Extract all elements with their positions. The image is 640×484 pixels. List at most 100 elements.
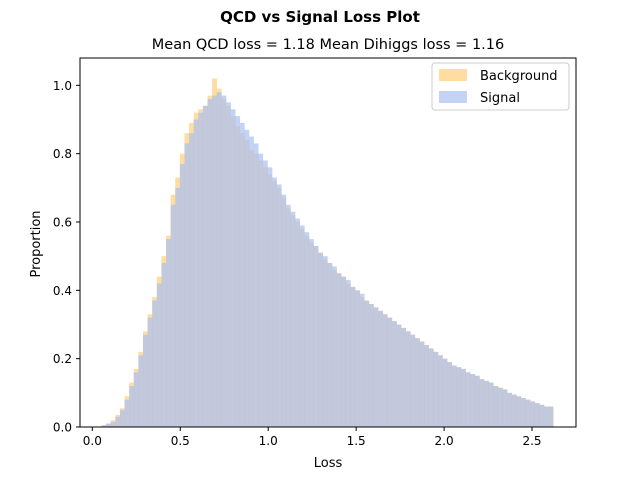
hist-bar-signal <box>129 386 135 427</box>
legend-swatch-signal <box>439 91 467 103</box>
hist-bar-signal <box>295 218 300 427</box>
hist-bar-signal <box>152 300 158 427</box>
hist-bar-signal <box>308 239 314 427</box>
hist-bar-signal <box>451 365 457 427</box>
x-tick-label: 0.0 <box>83 434 102 448</box>
hist-bar-signal <box>221 95 227 427</box>
hist-bar-signal <box>212 95 218 427</box>
hist-bar-signal <box>248 136 254 427</box>
hist-bar-signal <box>387 317 393 427</box>
hist-bar-signal <box>474 375 480 427</box>
hist-bar-signal <box>156 283 162 427</box>
x-tick-label: 2.0 <box>435 434 454 448</box>
y-tick-label: 0.6 <box>53 216 72 230</box>
hist-bar-signal <box>299 225 305 427</box>
chart-subtitle: Mean QCD loss = 1.18 Mean Dihiggs loss =… <box>152 37 504 53</box>
hist-bar-signal <box>341 276 347 427</box>
hist-bar-signal <box>460 368 466 427</box>
hist-bar-signal <box>147 317 153 427</box>
hist-bar-signal <box>447 362 453 427</box>
hist-bar-signal <box>313 245 319 427</box>
hist-bar-signal <box>106 423 112 427</box>
hist-bar-signal <box>456 367 462 427</box>
y-tick-label: 0.8 <box>53 147 72 161</box>
hist-bar-signal <box>368 304 374 427</box>
chart-title: QCD vs Signal Loss Plot <box>220 8 420 26</box>
axes: 0.0 0.5 1.0 1.5 2.0 2.5 0.0 0.2 0.4 0.6 0.8 1.0 <box>53 57 577 448</box>
hist-bar-signal <box>391 321 397 427</box>
hist-bar-signal <box>161 263 167 427</box>
hist-bar-signal <box>304 232 310 427</box>
hist-bar-signal <box>143 334 148 427</box>
hist-bar-signal <box>359 293 365 427</box>
hist-bar-signal <box>543 406 549 427</box>
hist-bar-signal <box>318 252 324 427</box>
hist-bar-signal <box>428 348 434 427</box>
hist-bar-signal <box>198 112 204 428</box>
hist-bar-signal <box>281 194 287 427</box>
x-tick-label: 1.0 <box>259 434 278 448</box>
hist-bar-signal <box>520 397 526 427</box>
hist-bar-signal <box>511 394 517 427</box>
hist-bar-signal <box>336 273 342 427</box>
hist-bar-signal <box>230 109 236 427</box>
hist-bar-signal <box>479 379 485 427</box>
hist-bar-signal <box>442 358 448 427</box>
x-tick-label: 0.5 <box>171 434 190 448</box>
signal-series-bars <box>101 92 554 428</box>
hist-bar-signal <box>437 355 443 427</box>
hist-bar-signal <box>290 211 296 427</box>
hist-bar-signal <box>382 314 388 427</box>
x-tick-label: 1.5 <box>347 434 366 448</box>
hist-bar-signal <box>193 119 199 427</box>
y-tick-label: 0.0 <box>53 421 72 435</box>
hist-bar-signal <box>364 300 370 427</box>
hist-bar-signal <box>378 310 383 427</box>
x-tick-label: 2.5 <box>522 434 541 448</box>
hist-bar-signal <box>433 351 439 427</box>
hist-bar-signal <box>331 266 337 427</box>
y-axis-label: Proportion <box>29 210 44 277</box>
hist-bar-signal <box>119 409 125 427</box>
hist-bar-signal <box>405 331 411 427</box>
hist-bar-signal <box>110 421 116 428</box>
hist-bar-signal <box>285 204 291 427</box>
hist-bar-signal <box>401 327 406 427</box>
hist-bar-signal <box>239 122 245 428</box>
hist-bar-signal <box>497 387 503 427</box>
hist-bar-signal <box>258 153 264 428</box>
legend-swatch-background <box>439 69 467 81</box>
hist-bar-signal <box>267 167 273 427</box>
hist-bar-signal <box>419 341 425 427</box>
y-tick-label: 1.0 <box>53 79 72 93</box>
hist-bar-signal <box>534 403 540 427</box>
hist-bar-signal <box>138 355 144 427</box>
hist-bar-signal <box>539 404 545 427</box>
hist-bar-signal <box>253 143 259 428</box>
hist-bar-signal <box>133 372 139 427</box>
hist-bar-signal <box>189 133 194 428</box>
y-tick-label: 0.2 <box>53 352 72 366</box>
hist-bar-signal <box>225 102 231 428</box>
hist-bar-signal <box>327 263 333 427</box>
legend-label-background: Background <box>480 69 558 84</box>
hist-bar-signal <box>179 163 185 428</box>
hist-bar-signal <box>175 187 181 427</box>
plot-frame <box>79 57 577 428</box>
hist-bar-signal <box>202 105 208 427</box>
hist-bar-signal <box>207 99 213 427</box>
hist-bar-signal <box>272 177 277 427</box>
hist-bar-signal <box>345 280 351 427</box>
hist-bar-signal <box>115 416 121 427</box>
hist-bar-signal <box>166 239 171 427</box>
y-tick-label: 0.4 <box>53 284 72 298</box>
hist-bar-signal <box>396 324 402 427</box>
legend-label-signal: Signal <box>480 91 520 106</box>
hist-bar-signal <box>465 372 471 427</box>
hist-bar-signal <box>414 338 420 427</box>
hist-bar-signal <box>184 143 190 428</box>
hist-bar-signal <box>502 389 508 427</box>
hist-bar-signal <box>101 425 107 427</box>
